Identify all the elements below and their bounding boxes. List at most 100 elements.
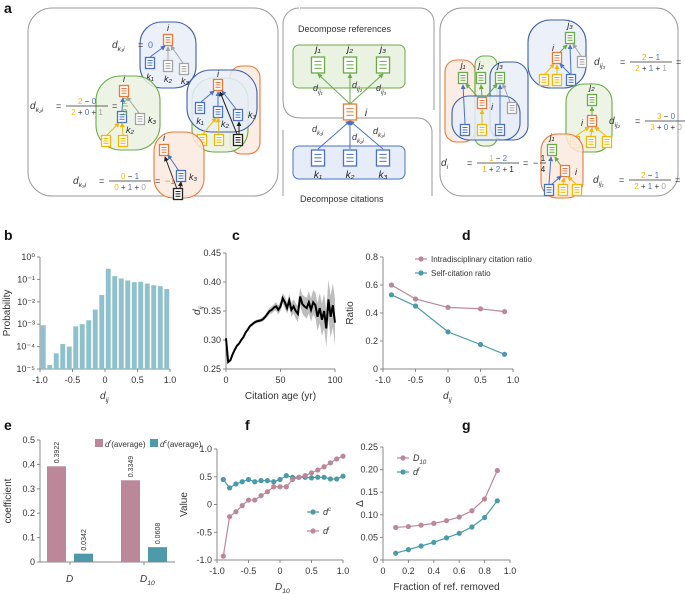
formula-lhs: dk₁i (112, 40, 125, 53)
chart-c: 0.25 0.30 0.35 0.40 0.45 0 50 100 Citation age (… (192, 248, 343, 402)
data-point (388, 282, 395, 288)
panel-label-d: d (462, 227, 471, 243)
y-tick-label: 10⁻⁵ (17, 364, 36, 374)
y-axis-label: coefficient (3, 478, 14, 523)
formula: dij₁=2 − 12 + 1 + 0=13 (593, 171, 680, 191)
document-icon (543, 183, 555, 197)
left-box (27, 7, 279, 197)
bar-value-label: 0.3349 (128, 456, 135, 478)
document-icon (585, 135, 597, 149)
data-point (227, 514, 233, 520)
document-icon (212, 78, 224, 92)
data-point (469, 524, 475, 530)
data-point (315, 467, 321, 473)
panel-label-e: e (4, 417, 12, 433)
node-label: j₁ (313, 44, 320, 55)
document-icon (162, 33, 174, 47)
citation-document-icon (342, 149, 358, 167)
citation-arrow (560, 177, 566, 185)
bar (74, 553, 93, 562)
data-point (405, 523, 411, 530)
citation-arrow (149, 45, 166, 58)
green-cluster (95, 75, 161, 151)
citation-document-icon (375, 149, 391, 167)
y-tick-label: 0.6 (365, 280, 378, 290)
y-tick-label: 0.20 (360, 465, 378, 475)
data-point (340, 453, 346, 459)
citation-arrow (589, 127, 594, 137)
x-axis-label: dij (100, 391, 109, 404)
citation-arrow (478, 84, 484, 98)
data-point (388, 292, 395, 298)
numerator: 3 − 0 (657, 112, 676, 121)
y-tick-label: 1.0 (199, 444, 212, 454)
document-icon (506, 101, 518, 115)
x-tick-label: 0 (277, 566, 282, 576)
legend-marker (418, 270, 424, 276)
data-point (477, 306, 484, 312)
data-point (252, 479, 258, 485)
data-point (412, 296, 419, 302)
node-label: j₂ (345, 44, 353, 55)
focal-paper-icon (342, 103, 358, 121)
node-label: j₁ (460, 60, 466, 70)
node-label: k₂ (164, 74, 173, 84)
data-point (239, 479, 245, 485)
data-point (482, 496, 488, 502)
x-category-label: D (66, 574, 73, 585)
data-point (302, 473, 308, 479)
x-tick-label: 0.5 (474, 375, 487, 385)
y-tick-label: 10⁻² (17, 297, 35, 307)
data-point (271, 484, 277, 490)
node-label: j₃ (378, 44, 386, 55)
x-axis-label: D10 (275, 582, 290, 594)
document-icon (546, 143, 558, 157)
histogram-bar (125, 280, 131, 369)
edge-label: dij₃ (376, 83, 387, 96)
bar (121, 480, 140, 562)
numerator: 2 − 1 (642, 53, 661, 62)
node-label: j₁ (549, 132, 555, 142)
numerator: 0 − 1 (121, 172, 140, 181)
data-point (308, 475, 315, 481)
document-icon (213, 133, 225, 147)
citation-arrow (202, 117, 217, 135)
citation-arrow (215, 117, 221, 135)
x-tick-label: 0.4 (428, 566, 441, 576)
citation-arrow (349, 120, 384, 150)
formula-result-den: 3 (123, 108, 128, 117)
formula-result-num: 2 (123, 97, 128, 106)
y-tick-label: -1.0 (196, 555, 212, 565)
data-point (443, 518, 450, 524)
reference-document-icon (310, 56, 326, 74)
formula-lhs: dk₃i (73, 176, 87, 189)
citation-arrow (594, 126, 607, 137)
citation-arrow (164, 156, 178, 190)
cites-box (282, 99, 433, 196)
formula-result: −1 (165, 176, 175, 186)
node-label: k₃ (248, 110, 257, 120)
x-tick-label: -0.5 (408, 375, 424, 385)
y-tick-label: 0.8 (365, 252, 378, 262)
document-icon (232, 108, 244, 122)
y-tick-label: 0.4 (365, 308, 378, 318)
histogram-bar (164, 289, 170, 369)
formula-value: 0 (148, 40, 153, 50)
formula: dk₁i = 0 (112, 40, 153, 53)
data-point (315, 474, 321, 480)
y-tick-label: 0.5 (22, 435, 35, 445)
y-tick-label: 10⁻⁴ (16, 342, 35, 352)
citation-arrow (317, 120, 351, 150)
histogram-bar (144, 283, 150, 369)
legend-marker (310, 509, 316, 515)
histogram-bar (157, 286, 163, 369)
document-icon (565, 73, 577, 87)
y-tick-label: 0.4 (22, 459, 35, 469)
data-point (482, 514, 488, 521)
data-point (393, 550, 399, 556)
formula: di = 1 − 21 + 2 + 1= −14 (441, 154, 546, 174)
y-tick-label: 10⁻³ (17, 319, 35, 329)
document-icon (494, 123, 506, 137)
legend-marker (400, 469, 406, 475)
y-tick-label: 0.2 (22, 508, 35, 518)
